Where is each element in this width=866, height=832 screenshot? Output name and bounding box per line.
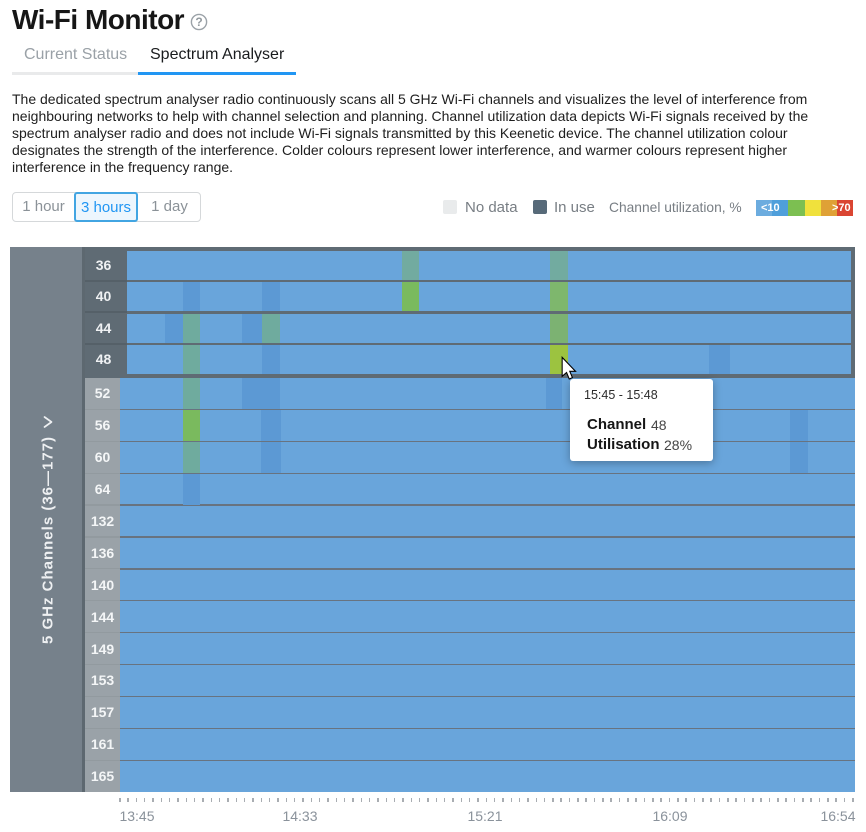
svg-text:?: ? (195, 15, 202, 29)
